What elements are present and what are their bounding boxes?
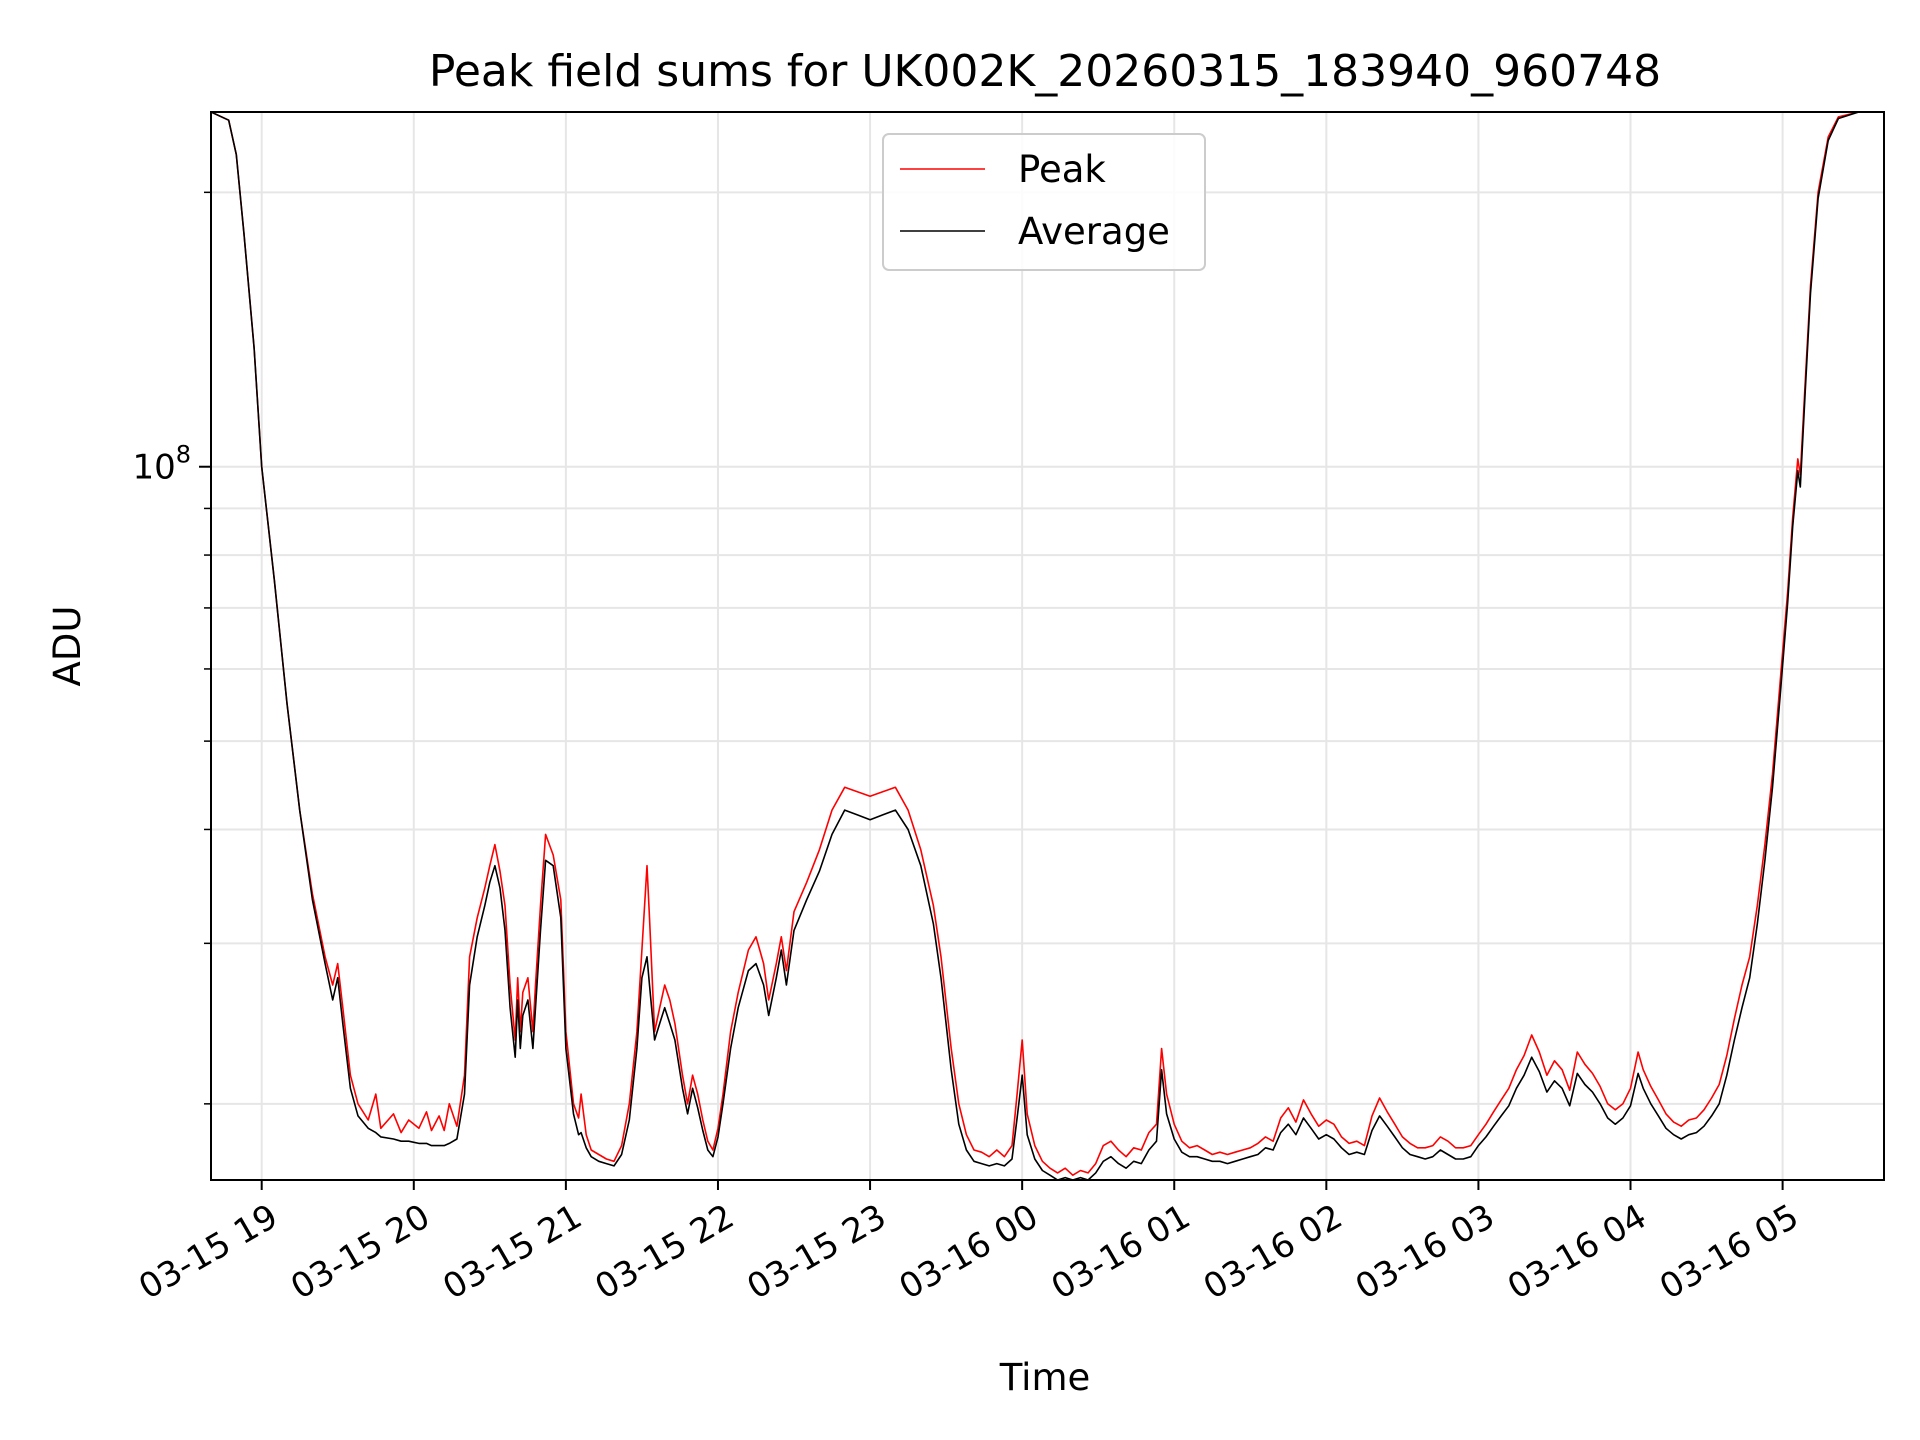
chart-title: Peak field sums for UK002K_20260315_1839…: [429, 46, 1661, 97]
y-axis-label: ADU: [46, 606, 89, 687]
plot-lines: [211, 112, 1884, 1180]
legend: Peak Average: [882, 133, 1206, 271]
series-line-peak: [211, 112, 1884, 1176]
plot-frame: [210, 111, 1885, 1181]
y-axis-ticks: 108: [132, 191, 211, 1105]
legend-label-average: Average: [1018, 210, 1170, 253]
x-axis-label: Time: [999, 1356, 1091, 1399]
legend-label-peak: Peak: [1018, 148, 1106, 191]
series-line-average: [211, 112, 1884, 1180]
legend-box: [882, 133, 1206, 271]
y-tick-label: 108: [132, 441, 191, 488]
